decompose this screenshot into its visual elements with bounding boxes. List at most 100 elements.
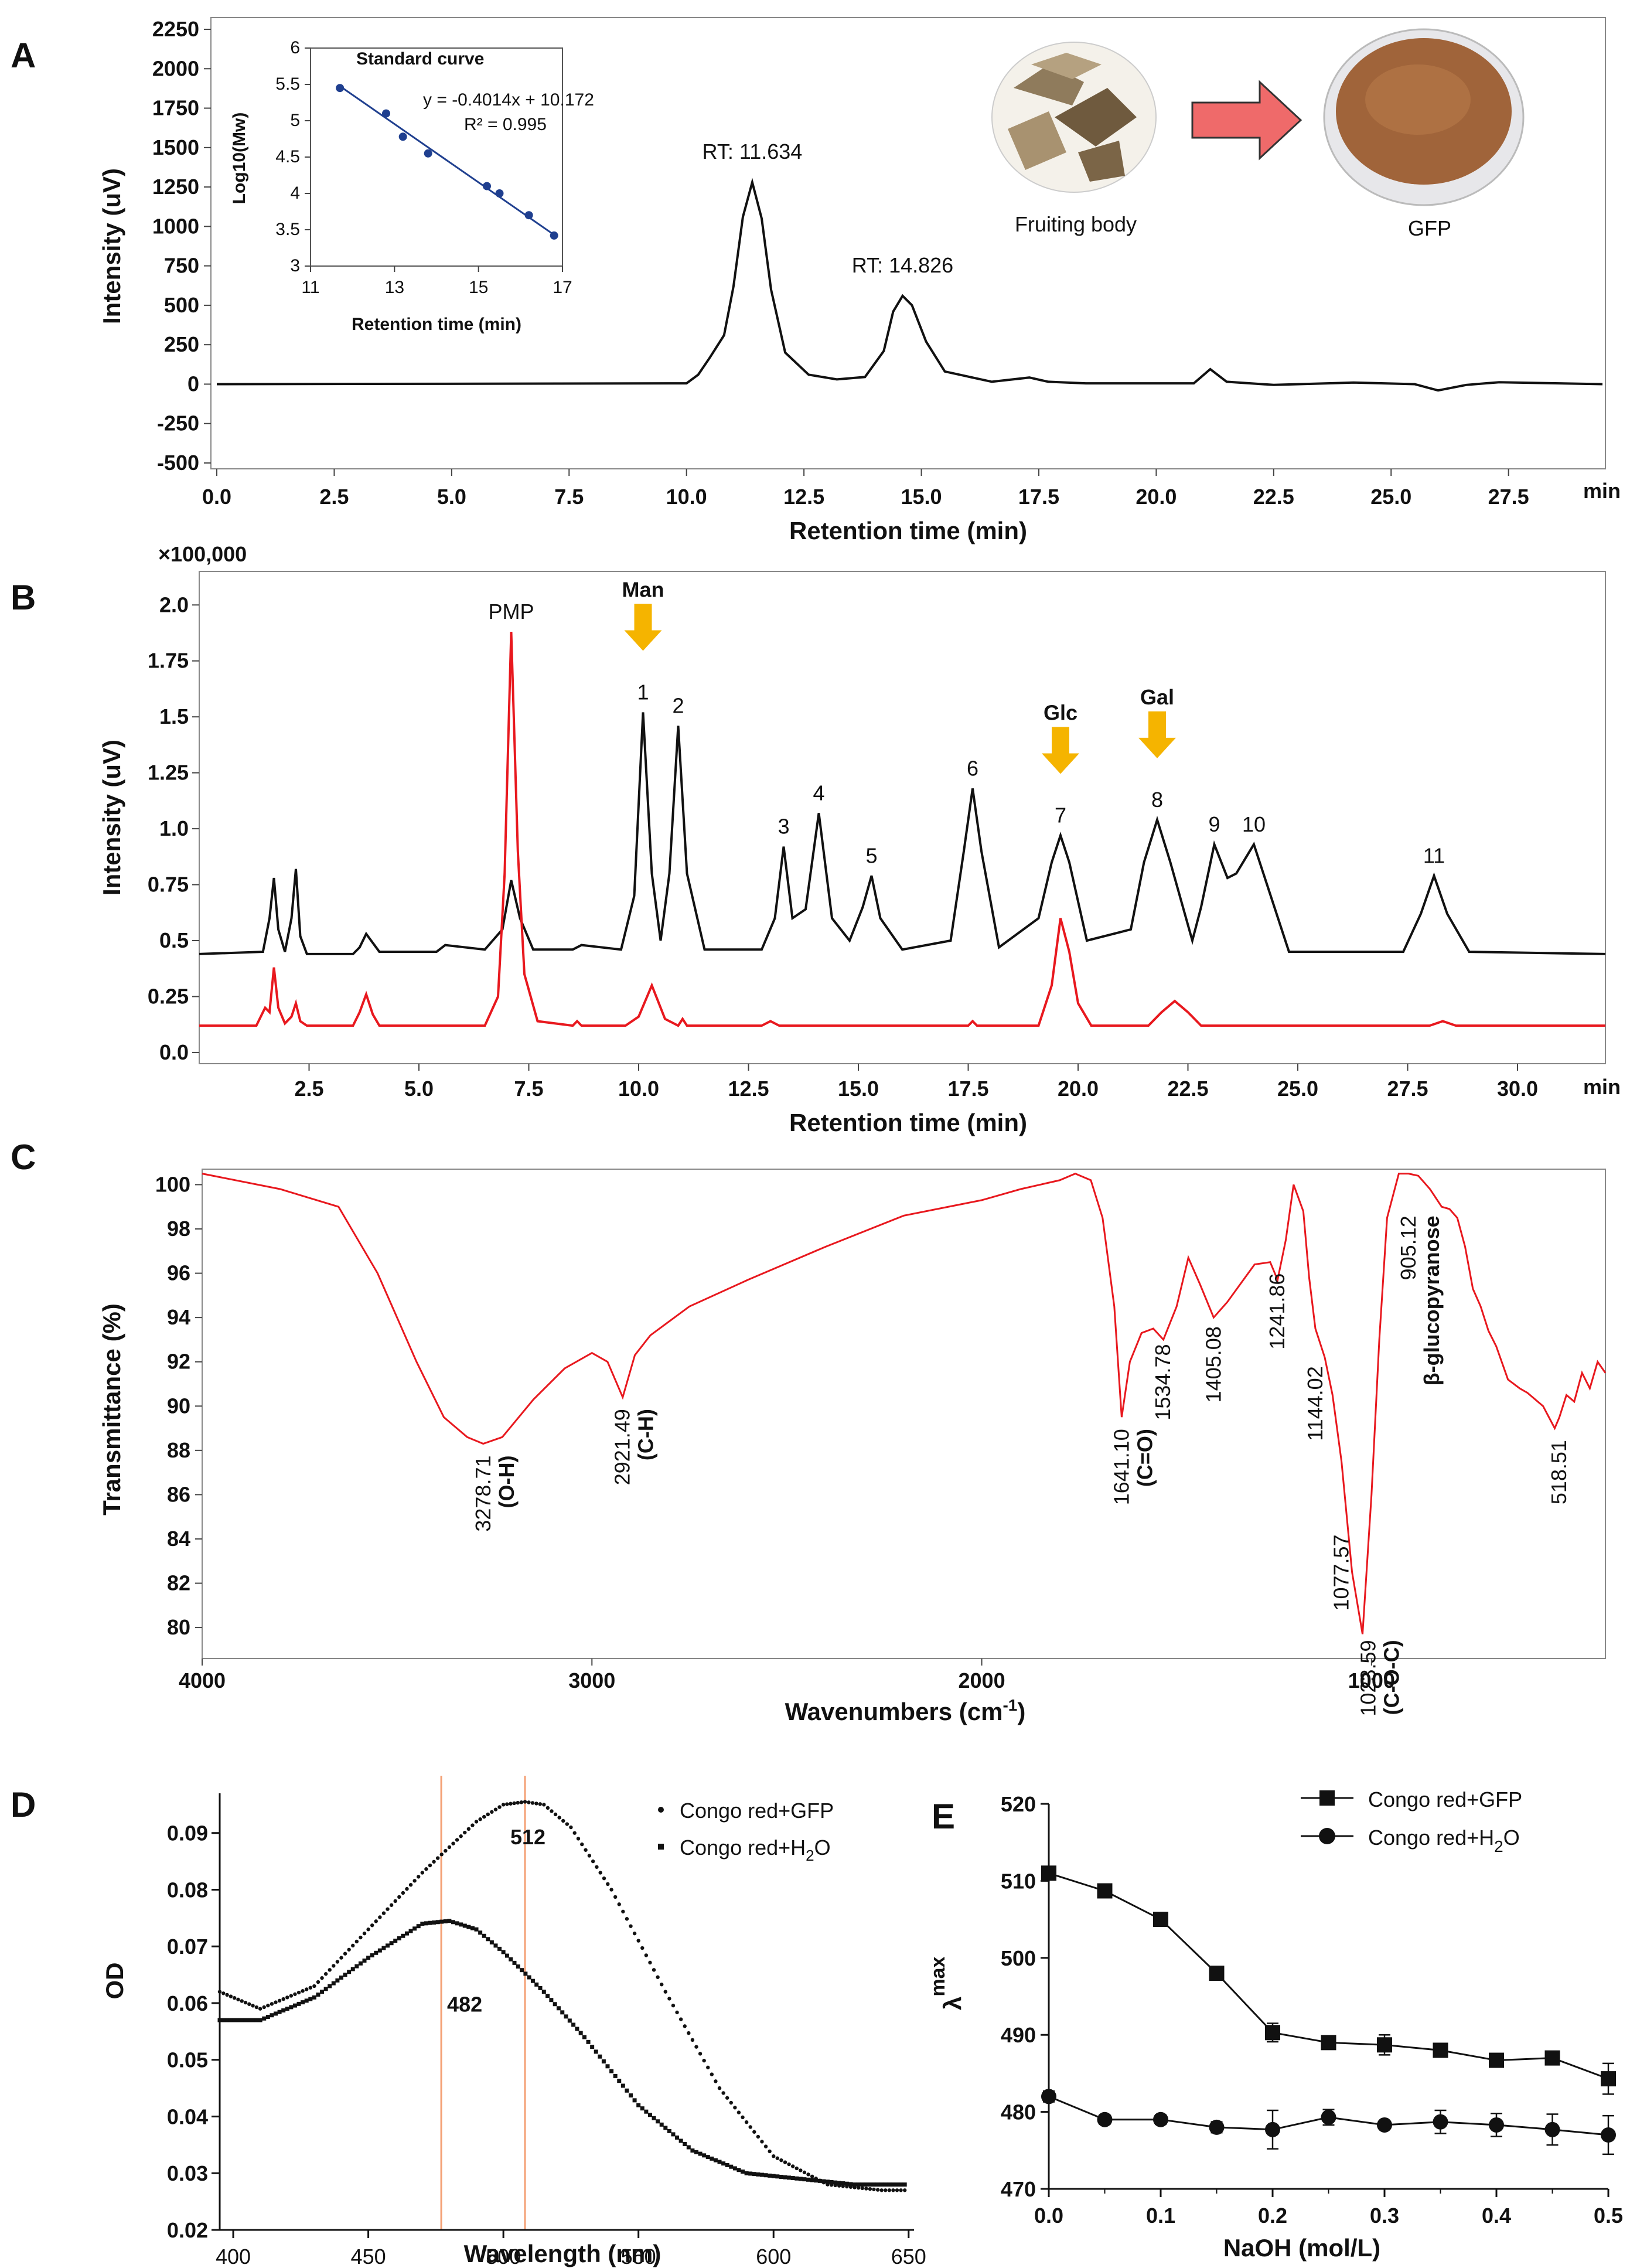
gfp-data-point <box>254 2005 259 2010</box>
h2o-data-point <box>243 2018 248 2022</box>
gfp-data-point <box>281 1997 285 2001</box>
fruiting-body-piece <box>1008 111 1066 170</box>
ftir-peak-label: 1405.08 <box>1201 1326 1225 1402</box>
h2o-data-point <box>698 2151 703 2156</box>
down-arrow-icon <box>1138 711 1176 758</box>
gfp-data-point <box>557 1816 561 1820</box>
h2o-data-point <box>545 1994 550 1998</box>
x-tick-label: 17.5 <box>1018 485 1059 509</box>
h2o-data-point <box>875 2182 880 2187</box>
peak-number-label: 3 <box>778 815 789 839</box>
y-tick-label: 500 <box>164 293 199 317</box>
h2o-data-point <box>374 1950 378 1955</box>
x-tick-label: 650 <box>891 2245 926 2268</box>
gfp-data-point <box>519 1800 524 1804</box>
gfp-data-point <box>736 2110 741 2114</box>
h2o-data-point <box>285 2007 289 2011</box>
gfp-data-point <box>884 2188 888 2192</box>
y-tick-label: 510 <box>1001 1869 1036 1893</box>
gfp-data-point <box>474 1820 479 1824</box>
h2o-data-point <box>775 2174 780 2179</box>
panel-d-legend: Congo red+GFP Congo red+H2O <box>658 1799 834 1864</box>
h2o-data-point <box>879 2182 884 2187</box>
h2o-data-point <box>652 2116 656 2120</box>
x-tick-label: 27.5 <box>1387 1077 1428 1101</box>
peak-number-label: PMP <box>488 600 534 624</box>
h2o-data-point <box>262 2016 267 2021</box>
gfp-data-point <box>432 1860 436 1864</box>
y-tick-label: 86 <box>167 1482 190 1506</box>
gfp-data-point <box>447 1845 452 1850</box>
gfp-data-point <box>301 1989 305 1993</box>
ftir-peak-label: 1641.10 <box>1109 1429 1133 1505</box>
h2o-data-point <box>814 2178 819 2183</box>
h2o-data-point <box>729 2164 734 2169</box>
x-tick-label: 22.5 <box>1167 1077 1208 1101</box>
y-tick-label: 1750 <box>152 96 199 120</box>
y-tick-label: 0 <box>187 372 199 396</box>
gfp-data-point <box>760 2140 764 2144</box>
gfp-data-point <box>478 1817 482 1821</box>
gfp-data-point <box>584 1848 588 1852</box>
h2o-data-point <box>335 1978 340 1983</box>
h2o-data-point <box>527 1975 531 1980</box>
h2o-data-point <box>636 2103 641 2107</box>
gfp-data-point <box>381 1911 386 1915</box>
gfp-data-point <box>860 2186 864 2191</box>
ftir-group-label: (C=O) <box>1133 1429 1157 1487</box>
h2o-data-point <box>717 2160 722 2164</box>
legend-marker-dot <box>658 1807 664 1813</box>
gfp-data-point <box>516 1800 520 1805</box>
gfp-data-point <box>229 1994 233 1998</box>
h2o-data-point <box>844 2181 849 2186</box>
gfp-data-point <box>316 1980 320 1984</box>
panel-label-a: A <box>11 36 36 75</box>
gfp-data-point <box>902 2188 907 2192</box>
panel-e-ylabel-main: λ <box>939 1997 966 2010</box>
h2o-data-point <box>401 1933 405 1938</box>
panel-c-xlabel: Wavenumbers (cm-1) <box>785 1696 1026 1725</box>
y-tick-label: 0.0 <box>159 1040 189 1064</box>
h2o-data-point <box>459 1922 463 1927</box>
sugar-arrow-label: Man <box>622 578 664 602</box>
inset-y-tick-label: 3 <box>290 256 300 275</box>
gfp-data-point <box>602 1876 606 1881</box>
h2o-data-point <box>694 2150 698 2154</box>
legend-h2o-sub: 2 <box>1494 1837 1503 1855</box>
inset-xlabel: Retention time (min) <box>352 315 521 334</box>
h2o-data-point <box>825 2180 830 2184</box>
gfp-data-point <box>439 1852 444 1857</box>
h2o-data-point <box>613 2073 618 2078</box>
peak-number-label: 5 <box>865 843 877 867</box>
h2o-data-point <box>412 1926 417 1931</box>
gfp-data-point <box>258 2007 262 2011</box>
inset-data-point <box>483 182 491 190</box>
x-tick-label: 5.0 <box>404 1077 434 1101</box>
gfp-data-point <box>636 1939 640 1943</box>
h2o-data-point <box>240 2018 244 2022</box>
inset-y-tick-label: 5 <box>290 111 300 130</box>
h2o-data-point <box>420 1922 425 1926</box>
h2o-data-point <box>447 1919 452 1923</box>
h2o-data-point <box>397 1936 401 1940</box>
h2o-data-point <box>386 1943 390 1948</box>
y-tick-label: 0.05 <box>167 2048 208 2072</box>
panel-b-xlabel: Retention time (min) <box>789 1109 1027 1136</box>
x-tick-label: 30.0 <box>1497 1077 1538 1101</box>
y-tick-label: 1500 <box>152 135 199 159</box>
x-tick-label: 20.0 <box>1058 1077 1099 1101</box>
x-tick-label: 4000 <box>179 1668 226 1693</box>
gfp-data-point <box>1377 2037 1392 2053</box>
x-tick-label: 0.0 <box>1034 2204 1063 2228</box>
h2o-data-point <box>323 1987 328 1991</box>
h2o-data-point <box>837 2181 841 2185</box>
h2o-data-point <box>659 2122 664 2127</box>
gfp-data-point <box>444 1848 448 1853</box>
gfp-data-point <box>451 1841 455 1845</box>
y-tick-label: 1.0 <box>159 816 189 840</box>
panel-c-frame <box>202 1169 1606 1659</box>
gfp-data-point <box>790 2164 795 2168</box>
gfp-data-point <box>744 2120 749 2124</box>
h2o-data-point <box>725 2163 729 2167</box>
gfp-data-point <box>1601 2071 1616 2087</box>
